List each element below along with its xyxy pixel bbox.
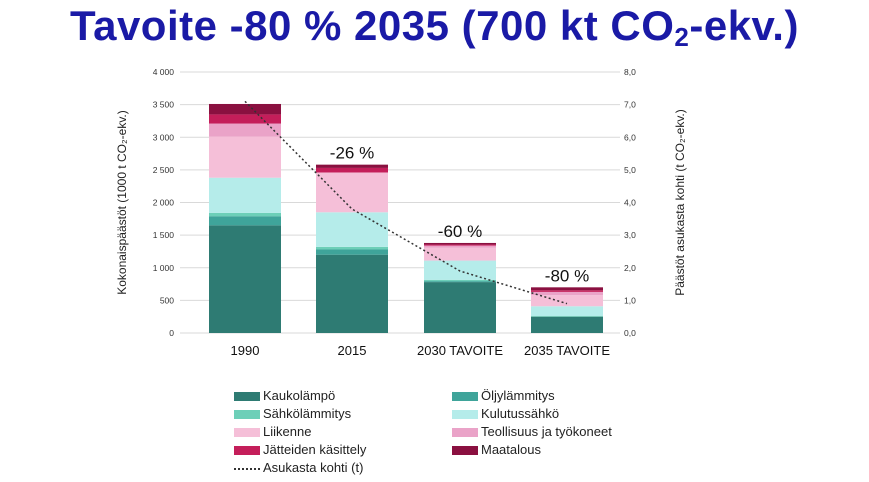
y-tick-label-left: 0 — [169, 328, 174, 338]
legend-swatch — [452, 410, 478, 420]
legend-item: Kulutussähkö — [452, 406, 559, 422]
y-tick-label-left: 3 000 — [153, 132, 175, 142]
title-subscript: 2 — [674, 22, 690, 52]
legend-label: Maatalous — [481, 442, 541, 457]
y-tick-label-right: 6,0 — [624, 132, 636, 142]
bar-segment — [316, 172, 388, 213]
y-tick-label-right: 0,0 — [624, 328, 636, 338]
y-axis-title-right: Päästöt asukasta kohti (t CO₂-ekv.) — [673, 109, 687, 296]
bar-segment — [209, 212, 281, 217]
bar-segment — [424, 244, 496, 246]
legend-item: Maatalous — [452, 442, 541, 458]
y-axis-title-left: Kokonaispäästöt (1000 t CO₂-ekv.) — [115, 110, 129, 295]
bar-annotation: -26 % — [330, 144, 374, 163]
legend-label: Liikenne — [263, 424, 312, 439]
bar-segment — [424, 281, 496, 283]
title-main: Tavoite -80 % 2035 (700 kt CO — [70, 2, 675, 49]
legend-item: Jätteiden käsittely — [234, 442, 366, 458]
y-tick-label-left: 2 500 — [153, 165, 175, 175]
bar-segment — [531, 306, 603, 317]
bar-segment — [531, 291, 603, 296]
bar-segment — [209, 177, 281, 213]
bar-annotation: -80 % — [545, 266, 589, 285]
legend-label: Kulutussähkö — [481, 406, 560, 421]
stacked-bar-chart: 0 0,0 500 1,0 1 000 2,0 1 500 3,0 2 000 4,0 2 500 5… — [115, 67, 687, 358]
x-tick-label: 2035 TAVOITE — [524, 343, 610, 358]
legend-item: Kaukolämpö — [234, 388, 335, 404]
x-tick-label: 2015 — [338, 343, 367, 358]
y-tick-label-right: 7,0 — [624, 100, 636, 110]
legend-item: Öljylämmitys — [452, 388, 555, 404]
bar-segment — [531, 287, 603, 291]
bar-segment — [316, 167, 388, 173]
y-tick-label-left: 3 500 — [153, 100, 175, 110]
legend-label: Teollisuus ja työkoneet — [481, 424, 612, 439]
bar-segment — [531, 316, 603, 317]
bar-segment — [424, 242, 496, 245]
y-tick-label-left: 1 500 — [153, 230, 175, 240]
bar-segment — [424, 282, 496, 333]
y-tick-label-right: 2,0 — [624, 263, 636, 273]
bar-segment — [316, 246, 388, 250]
bar-segment — [209, 216, 281, 226]
legend-item: Asukasta kohti (t) — [234, 460, 363, 476]
legend-label: Jätteiden käsittely — [263, 442, 367, 457]
y-tick-label-left: 2 000 — [153, 198, 175, 208]
bar-segment — [531, 295, 603, 307]
x-tick-label: 1990 — [231, 343, 260, 358]
bar-segment — [424, 279, 496, 282]
bar-segment — [209, 123, 281, 137]
legend-label: Asukasta kohti (t) — [263, 460, 364, 475]
y-tick-label-left: 500 — [160, 295, 174, 305]
bar-segment — [209, 103, 281, 115]
chart-title: Tavoite -80 % 2035 (700 kt CO2-ekv.) — [0, 0, 869, 58]
legend-item: Liikenne — [234, 424, 311, 440]
bar-segment — [316, 212, 388, 247]
y-tick-label-left: 1 000 — [153, 263, 175, 273]
x-tick-label: 2030 TAVOITE — [417, 343, 503, 358]
legend-swatch — [234, 410, 260, 420]
bar-segment — [209, 136, 281, 178]
legend-line-swatch — [234, 467, 260, 470]
legend-label: Öljylämmitys — [481, 388, 555, 403]
bar-annotation: -60 % — [438, 222, 482, 241]
bar-segment — [531, 290, 603, 292]
y-tick-label-left: 4 000 — [153, 67, 175, 77]
y-tick-label-right: 5,0 — [624, 165, 636, 175]
bar-segment — [316, 254, 388, 333]
legend-swatch — [452, 392, 478, 402]
title-tail: -ekv.) — [689, 2, 799, 49]
bar-segment — [424, 247, 496, 261]
legend-item: Teollisuus ja työkoneet — [452, 424, 612, 440]
legend-label: Sähkölämmitys — [263, 406, 352, 421]
y-tick-label-right: 4,0 — [624, 198, 636, 208]
legend-swatch — [452, 428, 478, 438]
legend-item: Sähkölämmitys — [234, 406, 351, 422]
bar-segment — [316, 164, 388, 168]
y-tick-label-right: 1,0 — [624, 295, 636, 305]
bar-segment — [316, 249, 388, 255]
y-tick-label-right: 8,0 — [624, 67, 636, 77]
bar-segment — [209, 225, 281, 333]
bar-segment — [209, 114, 281, 124]
legend-swatch — [452, 446, 478, 456]
legend-label: Kaukolämpö — [263, 388, 336, 403]
legend-swatch — [234, 392, 260, 402]
bar-segment — [531, 316, 603, 333]
legend-swatch — [234, 446, 260, 456]
legend-swatch — [234, 428, 260, 438]
bar-segment — [424, 245, 496, 248]
y-tick-label-right: 3,0 — [624, 230, 636, 240]
